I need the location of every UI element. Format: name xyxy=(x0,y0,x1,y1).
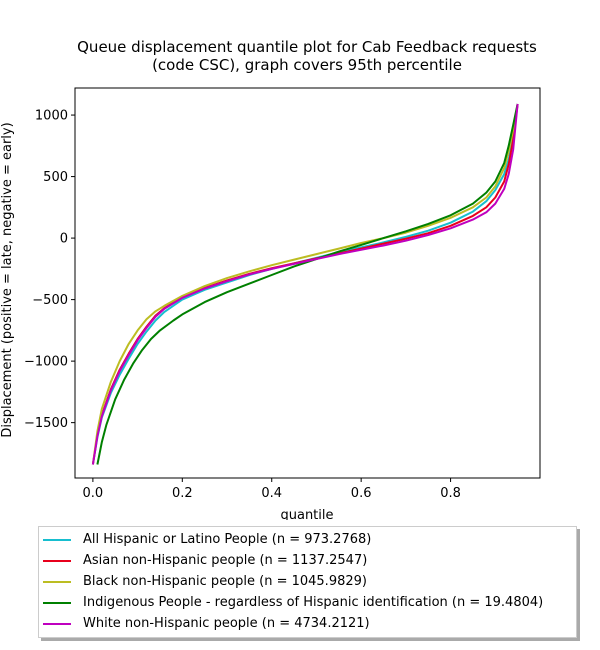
legend-label: Black non-Hispanic people (n = 1045.9829… xyxy=(83,574,367,589)
series-line-4 xyxy=(91,103,519,465)
series-line-1 xyxy=(91,103,519,465)
legend-swatch xyxy=(43,622,71,625)
legend-swatch xyxy=(43,580,71,583)
plot-frame xyxy=(74,87,541,479)
series-line-2 xyxy=(91,103,519,465)
legend-item: Indigenous People - regardless of Hispan… xyxy=(39,592,576,613)
legend-swatch xyxy=(43,559,71,562)
x-tick-label: 0.0 xyxy=(83,486,104,501)
x-axis-label: quantile xyxy=(280,508,333,520)
legend-swatch xyxy=(43,538,71,541)
y-tick-label: −1500 xyxy=(24,416,68,431)
legend-swatch xyxy=(43,601,71,604)
legend-label: Indigenous People - regardless of Hispan… xyxy=(83,595,544,610)
y-tick-label: −1000 xyxy=(24,355,68,370)
legend-item: Asian non-Hispanic people (n = 1137.2547… xyxy=(39,550,576,571)
x-tick-label: 0.8 xyxy=(440,486,461,501)
legend: All Hispanic or Latino People (n = 973.2… xyxy=(38,526,577,638)
chart-title-line-1: Queue displacement quantile plot for Cab… xyxy=(77,38,537,56)
x-ticks: 0.0 0.2 0.4 0.6 0.8 xyxy=(83,478,461,501)
chart: Queue displacement quantile plot for Cab… xyxy=(0,38,541,520)
y-tick-label: 0 xyxy=(60,232,68,247)
series-line-3 xyxy=(96,103,519,465)
x-tick-label: 0.6 xyxy=(351,486,372,501)
y-tick-label: −500 xyxy=(32,293,68,308)
legend-item: White non-Hispanic people (n = 4734.2121… xyxy=(39,613,576,634)
y-ticks: −1500 −1000 −500 0 500 1000 xyxy=(24,109,75,431)
x-tick-label: 0.2 xyxy=(172,486,193,501)
series-line-0 xyxy=(91,103,519,465)
legend-label: White non-Hispanic people (n = 4734.2121… xyxy=(83,616,370,631)
plot-lines xyxy=(91,103,519,465)
legend-label: Asian non-Hispanic people (n = 1137.2547… xyxy=(83,553,368,568)
chart-title-line-2: (code CSC), graph covers 95th percentile xyxy=(152,56,462,74)
y-tick-label: 1000 xyxy=(35,109,68,124)
legend-item: All Hispanic or Latino People (n = 973.2… xyxy=(39,529,576,550)
legend-label: All Hispanic or Latino People (n = 973.2… xyxy=(83,532,372,547)
y-axis-label: Displacement (positive = late, negative … xyxy=(0,122,15,437)
legend-item: Black non-Hispanic people (n = 1045.9829… xyxy=(39,571,576,592)
x-tick-label: 0.4 xyxy=(261,486,282,501)
y-tick-label: 500 xyxy=(43,170,68,185)
